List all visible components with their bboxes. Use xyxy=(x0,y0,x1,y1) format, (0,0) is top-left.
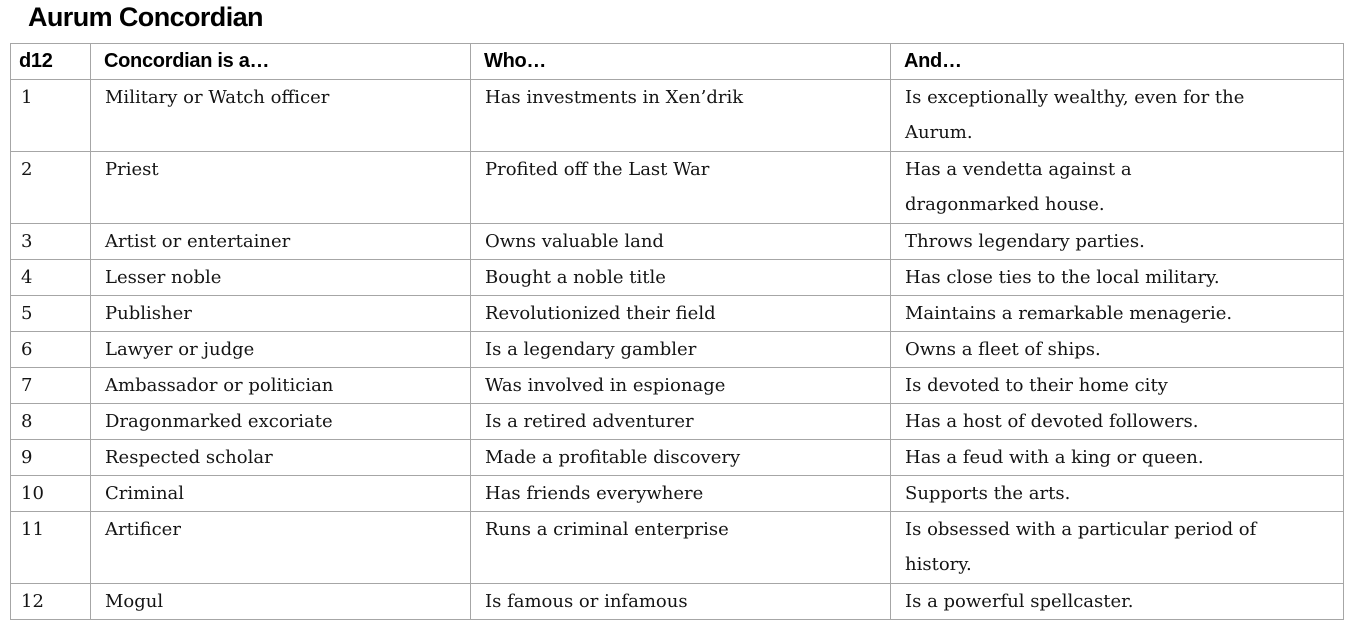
cell-and: Is exceptionally wealthy, even for the A… xyxy=(890,79,1344,152)
table-row: 12 Mogul Is famous or infamous Is a powe… xyxy=(10,583,1344,620)
cell-d12: 12 xyxy=(10,583,91,620)
cell-and: Is obsessed with a particular period of … xyxy=(890,511,1344,584)
cell-who: Bought a noble title xyxy=(470,259,891,296)
cell-and: Is a powerful spellcaster. xyxy=(890,583,1344,620)
table-row: 9 Respected scholar Made a profitable di… xyxy=(10,439,1344,476)
table-row: 4 Lesser noble Bought a noble title Has … xyxy=(10,259,1344,296)
cell-and: Supports the arts. xyxy=(890,475,1344,512)
cell-who: Owns valuable land xyxy=(470,223,891,260)
table-row: 5 Publisher Revolutionized their field M… xyxy=(10,295,1344,332)
cell-who: Is a retired adventurer xyxy=(470,403,891,440)
table-row: 10 Criminal Has friends everywhere Suppo… xyxy=(10,475,1344,512)
cell-d12: 6 xyxy=(10,331,91,368)
cell-concordian: Publisher xyxy=(90,295,471,332)
cell-concordian: Respected scholar xyxy=(90,439,471,476)
cell-concordian: Artificer xyxy=(90,511,471,584)
cell-concordian: Lesser noble xyxy=(90,259,471,296)
header-row: d12 Concordian is a… Who… And… xyxy=(10,43,1344,80)
table-row: 2 Priest Profited off the Last War Has a… xyxy=(10,151,1344,224)
cell-d12: 4 xyxy=(10,259,91,296)
cell-who: Runs a criminal enterprise xyxy=(470,511,891,584)
cell-d12: 11 xyxy=(10,511,91,584)
page-title: Aurum Concordian xyxy=(28,2,264,32)
cell-d12: 7 xyxy=(10,367,91,404)
cell-and: Has a feud with a king or queen. xyxy=(890,439,1344,476)
cell-who: Has investments in Xen’drik xyxy=(470,79,891,152)
header-who: Who… xyxy=(470,43,891,80)
header-and: And… xyxy=(890,43,1344,80)
cell-and: Has close ties to the local military. xyxy=(890,259,1344,296)
table-body: 1 Military or Watch officer Has investme… xyxy=(10,79,1344,620)
cell-d12: 3 xyxy=(10,223,91,260)
cell-d12: 2 xyxy=(10,151,91,224)
cell-concordian: Ambassador or politician xyxy=(90,367,471,404)
aurum-concordian-table: d12 Concordian is a… Who… And… 1 Militar… xyxy=(10,43,1344,620)
cell-concordian: Artist or entertainer xyxy=(90,223,471,260)
cell-who: Was involved in espionage xyxy=(470,367,891,404)
table-row: 8 Dragonmarked excoriate Is a retired ad… xyxy=(10,403,1344,440)
cell-concordian: Military or Watch officer xyxy=(90,79,471,152)
cell-and: Maintains a remarkable menagerie. xyxy=(890,295,1344,332)
header-d12: d12 xyxy=(10,43,91,80)
table-row: 3 Artist or entertainer Owns valuable la… xyxy=(10,223,1344,260)
table-row: 7 Ambassador or politician Was involved … xyxy=(10,367,1344,404)
cell-who: Is famous or infamous xyxy=(470,583,891,620)
cell-concordian: Mogul xyxy=(90,583,471,620)
header-concordian: Concordian is a… xyxy=(90,43,471,80)
cell-concordian: Priest xyxy=(90,151,471,224)
cell-concordian: Lawyer or judge xyxy=(90,331,471,368)
table-row: 6 Lawyer or judge Is a legendary gambler… xyxy=(10,331,1344,368)
cell-concordian: Dragonmarked excoriate xyxy=(90,403,471,440)
table-row: 11 Artificer Runs a criminal enterprise … xyxy=(10,511,1344,584)
cell-concordian: Criminal xyxy=(90,475,471,512)
cell-who: Made a profitable discovery xyxy=(470,439,891,476)
cell-who: Is a legendary gambler xyxy=(470,331,891,368)
cell-d12: 10 xyxy=(10,475,91,512)
cell-and: Has a host of devoted followers. xyxy=(890,403,1344,440)
cell-and: Owns a fleet of ships. xyxy=(890,331,1344,368)
table-row: 1 Military or Watch officer Has investme… xyxy=(10,79,1344,152)
cell-and: Is devoted to their home city xyxy=(890,367,1344,404)
cell-who: Has friends everywhere xyxy=(470,475,891,512)
cell-who: Profited off the Last War xyxy=(470,151,891,224)
cell-d12: 1 xyxy=(10,79,91,152)
cell-d12: 5 xyxy=(10,295,91,332)
cell-and: Throws legendary parties. xyxy=(890,223,1344,260)
cell-d12: 8 xyxy=(10,403,91,440)
cell-who: Revolutionized their field xyxy=(470,295,891,332)
cell-d12: 9 xyxy=(10,439,91,476)
cell-and: Has a vendetta against a dragonmarked ho… xyxy=(890,151,1344,224)
